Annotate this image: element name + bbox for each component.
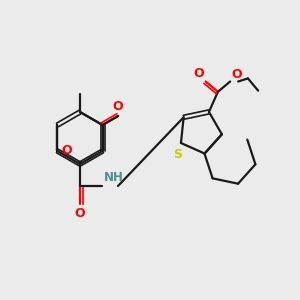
Text: O: O — [113, 100, 123, 113]
Text: O: O — [193, 67, 204, 80]
Text: O: O — [61, 145, 72, 158]
Text: O: O — [75, 207, 85, 220]
Text: S: S — [173, 148, 182, 161]
Text: O: O — [231, 68, 242, 80]
Text: NH: NH — [104, 171, 124, 184]
